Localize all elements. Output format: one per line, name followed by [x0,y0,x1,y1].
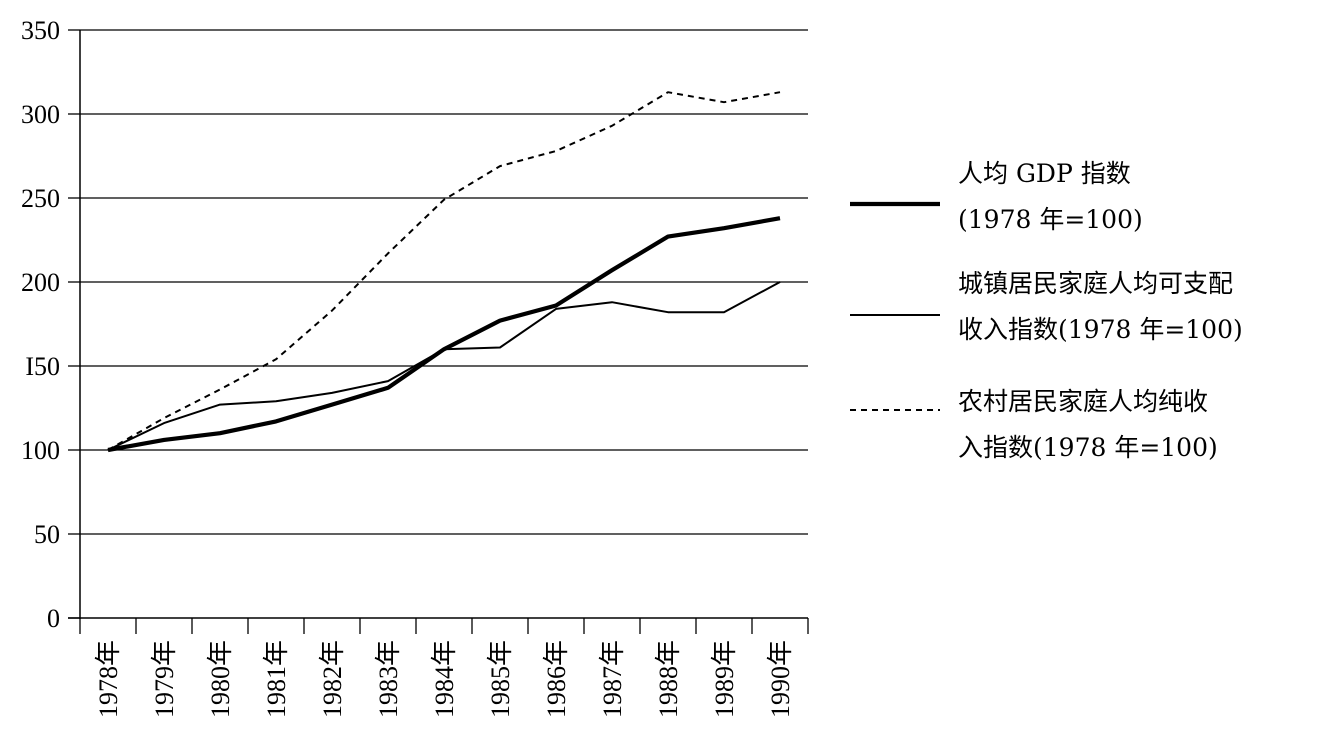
x-tick-label: 1985年 [486,640,515,718]
legend-label: 城镇居民家庭人均可支配 [958,269,1233,298]
y-tick-label: 50 [34,520,60,549]
x-tick-label: 1990年 [766,640,795,718]
y-tick-label: 0 [47,604,60,633]
y-tick-label: 300 [21,100,60,129]
series-line-urban-income-index [107,281,781,451]
y-tick-label: 100 [21,436,60,465]
y-tick-label: I50 [25,352,60,381]
legend: 人均 GDP 指数 (1978 年=100) 城镇居民家庭人均可支配收入指数(197… [850,159,1243,462]
axes: 0 50 100 I50 200 250 300 350 1978年 1979年 1980年 1981… [21,16,809,718]
y-tick-label: 350 [21,16,60,45]
x-tick-label: 1981年 [262,640,291,718]
x-tick-label: 1983年 [374,640,403,718]
legend-item: 人均 GDP 指数 (1978 年=100) [850,159,1143,234]
x-tick-label: 1980年 [206,640,235,718]
legend-label: (1978 年=100) [958,205,1143,234]
x-tick-label: 1989年 [710,640,739,718]
legend-label: 收入指数(1978 年=100) [958,315,1243,344]
y-tick-label: 200 [21,268,60,297]
series-line-gdp-index [107,216,781,453]
legend-label: 入指数(1978 年=100) [958,433,1218,462]
x-tick-label: 1987年 [598,640,627,718]
series-line-rural-income-index [107,91,781,451]
gridlines [80,29,808,535]
x-tick-label: 1982年 [318,640,347,718]
series-lines [107,91,781,453]
x-tick-label: 1988年 [654,640,683,718]
legend-label: 人均 GDP 指数 [958,159,1131,188]
y-tick-label: 250 [21,184,60,213]
x-tick-label: 1979年 [150,640,179,718]
x-tick-label: 1986年 [542,640,571,718]
x-tick-label: 1984年 [430,640,459,718]
legend-label: 农村居民家庭人均纯收 [958,387,1208,416]
x-tick-label: 1978年 [94,640,123,718]
